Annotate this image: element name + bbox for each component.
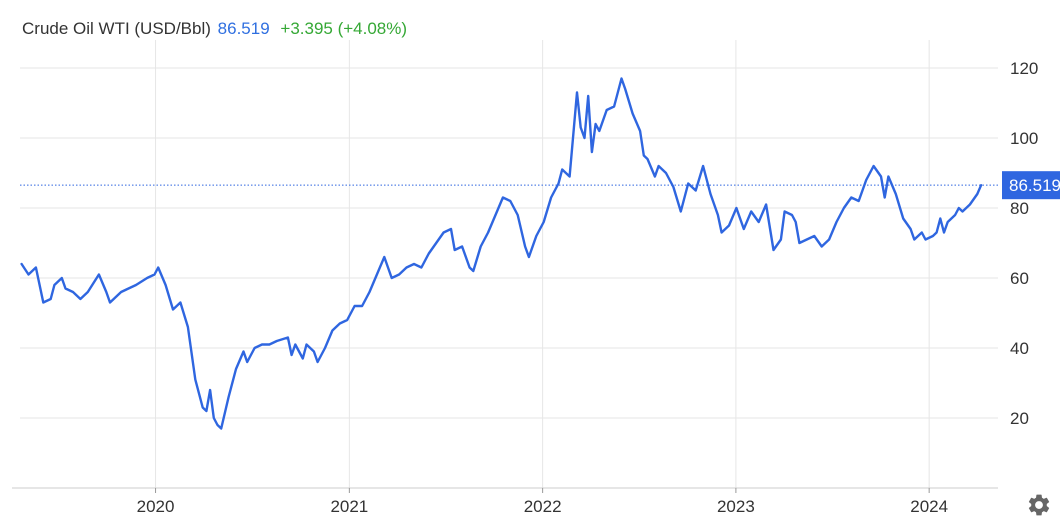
x-tick-label: 2021 — [330, 497, 368, 516]
x-axis-ticks: 2020 2021 2022 2023 2024 — [137, 488, 948, 516]
series-line-crude-oil — [20, 77, 983, 430]
last-price-badge — [1002, 171, 1060, 200]
series-line-layer — [20, 77, 983, 430]
instrument-title: Crude Oil WTI (USD/Bbl) — [22, 19, 211, 38]
last-price-label: 86.519 — [1009, 176, 1060, 195]
x-tick-label: 2020 — [137, 497, 175, 516]
x-tick-label: 2023 — [717, 497, 755, 516]
chart-header: Crude Oil WTI (USD/Bbl) 86.519 +3.395 (+… — [22, 19, 407, 39]
y-tick-label: 100 — [1010, 129, 1038, 148]
grid-lines — [12, 40, 998, 489]
x-tick-label: 2024 — [910, 497, 948, 516]
gear-icon-graphic — [1028, 494, 1050, 516]
y-tick-label: 20 — [1010, 409, 1029, 428]
y-tick-label: 80 — [1010, 199, 1029, 218]
y-tick-label: 120 — [1010, 59, 1038, 78]
y-tick-label: 60 — [1010, 269, 1029, 288]
current-price: 86.519 — [217, 19, 270, 38]
y-tick-label: 40 — [1010, 339, 1029, 358]
y-axis-ticks: 20 40 60 80 100 120 — [1010, 59, 1038, 428]
last-price-marker: 86.519 — [20, 171, 1060, 200]
price-change: +3.395 (+4.08%) — [280, 19, 408, 38]
gear-icon[interactable] — [1026, 492, 1052, 518]
x-tick-label: 2022 — [524, 497, 562, 516]
